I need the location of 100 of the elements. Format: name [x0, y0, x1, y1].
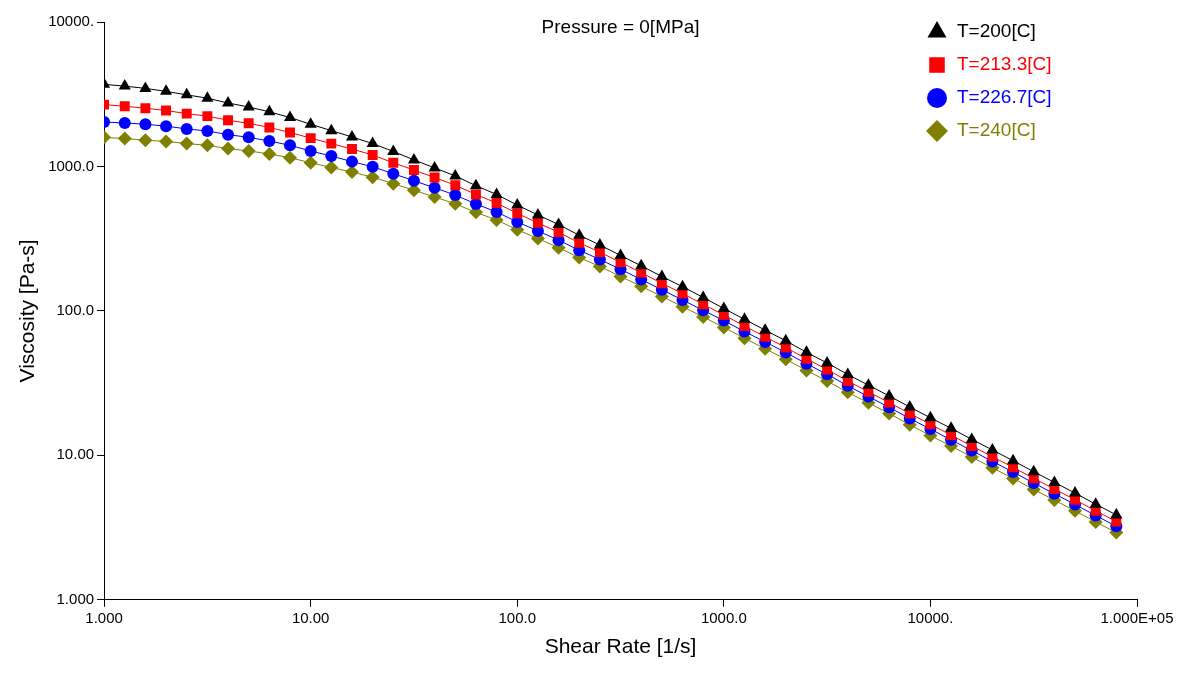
point [1006, 453, 1020, 465]
point [387, 167, 400, 180]
point [429, 172, 440, 183]
point [139, 81, 152, 92]
point [428, 160, 441, 172]
legend-label: T=226.7[C] [957, 86, 1052, 108]
point [344, 165, 359, 180]
point [986, 442, 999, 454]
point [449, 168, 462, 180]
point [470, 189, 481, 200]
point [118, 116, 131, 129]
point [779, 333, 792, 345]
point [407, 152, 421, 164]
point [243, 118, 254, 129]
point [284, 139, 296, 152]
y-tick-label: 100.0 [56, 301, 95, 319]
x-tick-label: 1000.0 [700, 608, 747, 626]
point [903, 400, 916, 411]
point [222, 128, 235, 141]
point [387, 144, 400, 155]
point [303, 155, 318, 170]
point [1068, 486, 1082, 497]
point [1111, 516, 1122, 527]
point [531, 207, 544, 219]
point [532, 217, 543, 228]
point [324, 160, 339, 175]
point [676, 279, 689, 291]
point [117, 131, 132, 146]
point [924, 410, 937, 422]
point [262, 146, 277, 161]
y-tick-label: 10000. [48, 12, 95, 30]
y-axis-title: Viscosity [Pa-s] [15, 239, 39, 383]
point [200, 138, 215, 153]
point [285, 127, 295, 138]
point [553, 227, 564, 238]
x-tick-label: 10000. [907, 608, 954, 626]
point [283, 110, 297, 122]
point [181, 108, 192, 119]
point [305, 133, 316, 144]
y-tick-label: 1000.0 [48, 156, 95, 174]
point [573, 228, 586, 239]
point [759, 323, 772, 334]
x-tick-label: 1.000 [85, 608, 123, 626]
point [614, 248, 627, 259]
point [800, 345, 813, 356]
x-tick-label: 100.0 [498, 608, 537, 626]
point [159, 84, 173, 95]
point [862, 378, 875, 389]
point [821, 355, 834, 367]
point [449, 189, 462, 202]
legend-label: T=213.3[C] [957, 53, 1052, 75]
point [326, 138, 337, 149]
point [366, 136, 379, 148]
point [347, 144, 357, 154]
point [1027, 464, 1040, 476]
x-tick-label: 10.00 [291, 608, 330, 626]
point [491, 198, 502, 208]
point [409, 165, 419, 176]
point [159, 134, 174, 149]
point [241, 143, 256, 158]
point [119, 101, 130, 112]
x-axis-title: Shear Rate [1/s] [544, 634, 697, 658]
point [118, 79, 131, 90]
point [407, 174, 420, 187]
point [180, 122, 193, 135]
point [139, 118, 152, 131]
point [552, 217, 565, 229]
point [304, 117, 317, 128]
point [304, 144, 317, 157]
point [388, 157, 399, 168]
point [490, 187, 503, 198]
point [1089, 497, 1102, 508]
point [594, 247, 605, 258]
point [365, 170, 380, 185]
x-tick-label: 1.000E+05 [1100, 608, 1174, 626]
point [263, 135, 276, 148]
point [945, 421, 958, 432]
point [717, 301, 730, 312]
point [201, 124, 214, 137]
chart-title: Pressure = 0[MPa] [541, 16, 700, 38]
point [140, 103, 151, 114]
point [841, 367, 854, 378]
point [283, 150, 297, 165]
point [264, 122, 275, 133]
point [242, 99, 255, 111]
point [469, 178, 482, 190]
point [138, 133, 153, 148]
point [179, 136, 194, 151]
point [366, 160, 379, 173]
y-tick-label: 1.000 [56, 589, 95, 607]
point [965, 432, 978, 443]
point [202, 111, 213, 122]
point [367, 150, 378, 160]
point [697, 290, 710, 301]
point [263, 104, 276, 116]
point [221, 141, 236, 156]
point [1110, 507, 1123, 519]
point [242, 131, 255, 144]
point [223, 115, 233, 126]
point [655, 269, 668, 281]
